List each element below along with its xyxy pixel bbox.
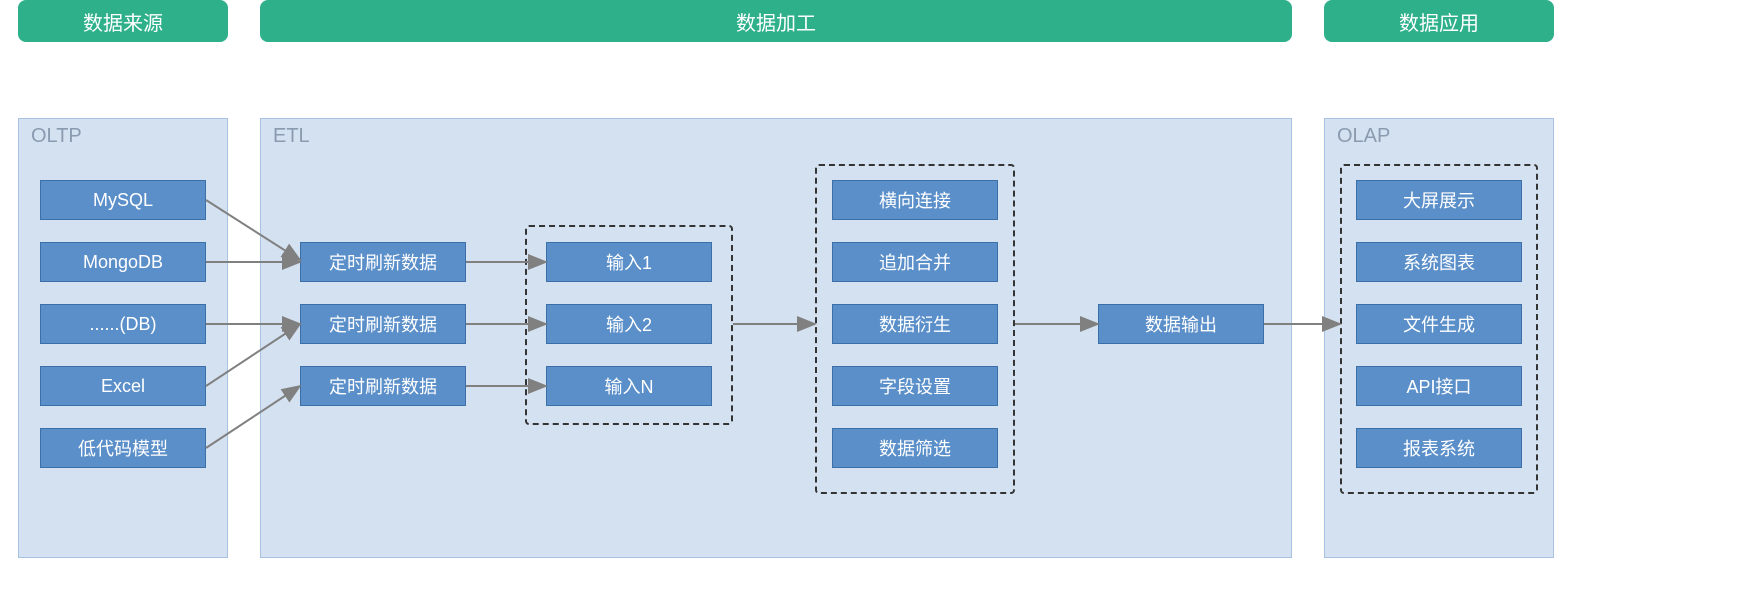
header-label: 数据应用 [1399,7,1479,36]
node-input-1: 输入1 [546,242,712,282]
node-label: 追加合并 [879,249,951,275]
node-api: API接口 [1356,366,1522,406]
header-label: 数据来源 [83,7,163,36]
node-refresh-1: 定时刷新数据 [300,242,466,282]
header-source: 数据来源 [18,0,228,42]
node-hjoin: 横向连接 [832,180,998,220]
node-label: API接口 [1406,373,1471,399]
node-label: 定时刷新数据 [329,373,437,399]
header-process: 数据加工 [260,0,1292,42]
node-mongodb: MongoDB [40,242,206,282]
node-label: 横向连接 [879,187,951,213]
node-lowcode: 低代码模型 [40,428,206,468]
node-label: 字段设置 [879,373,951,399]
node-label: 低代码模型 [78,435,168,461]
node-label: MongoDB [83,252,163,273]
panel-label-oltp: OLTP [31,125,82,148]
node-label: 数据衍生 [879,311,951,337]
node-label: MySQL [93,190,153,211]
node-label: 输入1 [606,249,652,275]
node-mysql: MySQL [40,180,206,220]
node-label: 输入2 [606,311,652,337]
node-label: 定时刷新数据 [329,311,437,337]
node-label: 系统图表 [1403,249,1475,275]
node-label: 数据输出 [1145,311,1217,337]
node-excel: Excel [40,366,206,406]
node-input-n: 输入N [546,366,712,406]
panel-label-olap: OLAP [1337,125,1390,148]
node-report: 报表系统 [1356,428,1522,468]
header-app: 数据应用 [1324,0,1554,42]
node-label: 定时刷新数据 [329,249,437,275]
node-derive: 数据衍生 [832,304,998,344]
node-refresh-2: 定时刷新数据 [300,304,466,344]
node-append: 追加合并 [832,242,998,282]
node-output: 数据输出 [1098,304,1264,344]
node-label: 大屏展示 [1403,187,1475,213]
node-label: 报表系统 [1403,435,1475,461]
node-input-2: 输入2 [546,304,712,344]
node-file: 文件生成 [1356,304,1522,344]
node-filter: 数据筛选 [832,428,998,468]
node-label: 输入N [605,373,654,399]
node-label: ......(DB) [90,314,157,335]
header-label: 数据加工 [736,7,816,36]
node-dash: 大屏展示 [1356,180,1522,220]
node-chart: 系统图表 [1356,242,1522,282]
node-refresh-3: 定时刷新数据 [300,366,466,406]
node-label: 数据筛选 [879,435,951,461]
node-field: 字段设置 [832,366,998,406]
node-label: 文件生成 [1403,311,1475,337]
node-label: Excel [101,376,145,397]
node-db: ......(DB) [40,304,206,344]
panel-label-etl: ETL [273,125,310,148]
